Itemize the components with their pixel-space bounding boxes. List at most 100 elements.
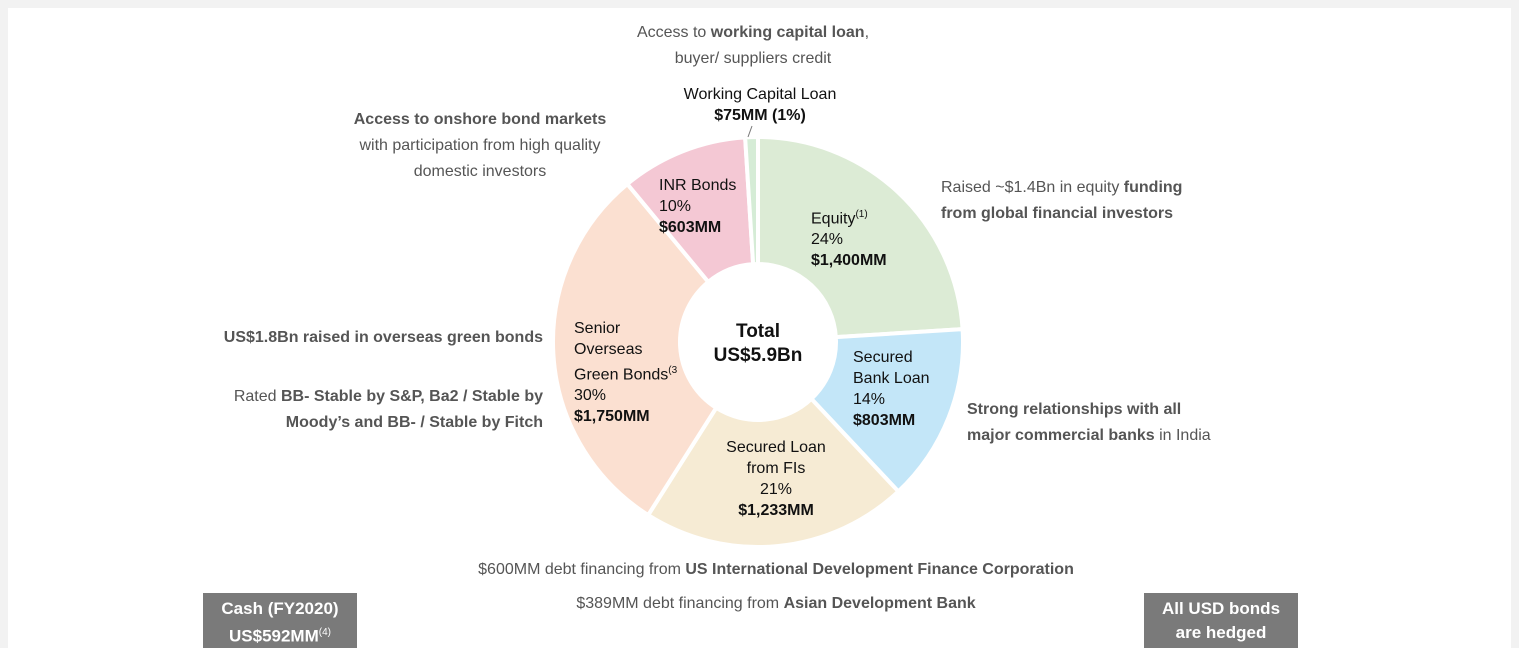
- slice-label-line: $803MM: [853, 410, 930, 431]
- slice-label-line: from FIs: [700, 458, 852, 479]
- box-text: Cash (FY2020): [221, 599, 339, 618]
- annotation-text: funding: [1123, 179, 1183, 196]
- box-text: US$592MM: [229, 626, 319, 646]
- slice-label: INR Bonds 10% $603MM: [659, 175, 736, 238]
- slice-label-line: 21%: [700, 479, 852, 500]
- label-text: 24%: [811, 231, 844, 249]
- slice-label-line: $603MM: [659, 217, 736, 238]
- annotation-line: Access to working capital loan,: [353, 20, 1153, 46]
- footnote-mark: (1): [855, 209, 868, 220]
- slice-label: Secured Bank Loan 14% $803MM: [853, 347, 930, 431]
- slice-label: Equity(1) 24% $1,400MM: [811, 204, 887, 271]
- annotation-text: working capital loan: [710, 24, 865, 41]
- box-text: are hedged: [1175, 623, 1267, 642]
- label-text: $1,750MM: [574, 408, 650, 426]
- annotation-line: Strong relationships with all: [967, 397, 1211, 423]
- center-text: Total: [736, 321, 780, 342]
- annotation-line: $600MM debt financing from US Internatio…: [376, 557, 1176, 583]
- slice-label-line: Working Capital Loan: [660, 84, 860, 105]
- label-text: Equity: [811, 210, 856, 228]
- center-line: Total: [678, 320, 838, 344]
- label-text: Green Bonds: [574, 366, 669, 384]
- label-text: from FIs: [746, 460, 806, 477]
- annotation-line: Moody’s and BB- / Stable by Fitch: [234, 410, 543, 436]
- annotation-text: US$1.8Bn raised in overseas green bonds: [223, 329, 543, 346]
- annotation-line: Raised ~$1.4Bn in equity funding: [941, 175, 1182, 201]
- label-text: $75MM (1%): [714, 107, 806, 124]
- slice-label-line: 14%: [853, 389, 930, 410]
- annotation: Strong relationships with all major comme…: [967, 397, 1211, 449]
- center-line: US$5.9Bn: [678, 344, 838, 368]
- slice-label-line: Overseas: [574, 339, 677, 360]
- annotation-text: BB- Stable by S&P, Ba2 / Stable by: [280, 388, 543, 405]
- slice: [743, 134, 760, 267]
- slice: [808, 327, 965, 495]
- label-text: Bank Loan: [853, 370, 930, 387]
- label-text: Overseas: [574, 341, 643, 358]
- slice: [645, 396, 902, 549]
- box-line: US$592MM(4): [203, 621, 357, 648]
- box-line: Cash (FY2020): [203, 597, 357, 621]
- annotation: $389MM debt financing from Asian Develop…: [376, 591, 1176, 617]
- annotation: US$1.8Bn raised in overseas green bonds: [224, 325, 543, 351]
- slice-label-line: Green Bonds(3: [574, 360, 677, 385]
- box-line: are hedged: [1144, 621, 1298, 645]
- annotation-line: $389MM debt financing from Asian Develop…: [376, 591, 1176, 617]
- annotation-text: with participation from high quality: [359, 137, 601, 154]
- slice-label-line: $1,400MM: [811, 250, 887, 271]
- box-line: All USD bonds: [1144, 597, 1298, 621]
- annotation-line: with participation from high quality: [80, 133, 880, 159]
- annotation-text: Asian Development Bank: [783, 595, 976, 612]
- annotation-text: ,: [864, 24, 870, 41]
- center-text: US$5.9Bn: [713, 345, 803, 366]
- label-text: 30%: [574, 387, 607, 405]
- slice: [756, 134, 965, 340]
- annotation-text: US International Development Finance Cor…: [685, 561, 1074, 578]
- annotation-text: Moody’s and BB- / Stable by Fitch: [285, 414, 543, 431]
- slice-label-line: $75MM (1%): [660, 105, 860, 126]
- annotation-line: major commercial banks in India: [967, 423, 1211, 449]
- annotation-text: major commercial banks: [967, 427, 1155, 444]
- annotation-line: Rated BB- Stable by S&P, Ba2 / Stable by: [234, 384, 543, 410]
- annotation-text: $389MM debt financing from: [576, 595, 784, 612]
- slice-label-line: 30%: [574, 385, 677, 406]
- label-text: Secured: [853, 349, 913, 366]
- slice-label-line: $1,750MM: [574, 406, 677, 427]
- annotation-text: in India: [1154, 427, 1211, 444]
- slice-label: Working Capital Loan $75MM (1%): [660, 84, 860, 126]
- label-text: 21%: [759, 481, 793, 498]
- annotation-text: domestic investors: [413, 163, 547, 180]
- label-text: $1,233MM: [738, 502, 814, 519]
- slice-label-line: INR Bonds: [659, 175, 736, 196]
- annotation: Raised ~$1.4Bn in equity funding from glo…: [941, 175, 1182, 227]
- annotation-text: buyer/ suppliers credit: [674, 50, 832, 67]
- annotation: $600MM debt financing from US Internatio…: [376, 557, 1176, 583]
- annotation: Rated BB- Stable by S&P, Ba2 / Stable by…: [234, 384, 543, 436]
- annotation-text: Access to onshore bond markets: [353, 111, 607, 128]
- annotation-text: Strong relationships with all: [967, 401, 1182, 418]
- annotation: Access to working capital loan, buyer/ su…: [353, 20, 1153, 72]
- annotation-line: Access to onshore bond markets: [80, 107, 880, 133]
- label-text: Secured Loan: [726, 439, 826, 456]
- annotation-line: domestic investors: [80, 159, 880, 185]
- info-box: Cash (FY2020) US$592MM(4): [203, 593, 357, 648]
- slice-label-line: Bank Loan: [853, 368, 930, 389]
- box-text: All USD bonds: [1161, 599, 1281, 618]
- annotation-text: Access to: [636, 24, 711, 41]
- label-text: INR Bonds: [659, 177, 737, 194]
- annotation-text: from global financial investors: [941, 205, 1174, 222]
- slice-label: Secured Loan from FIs 21% $1,233MM: [700, 437, 852, 521]
- leader-line: [747, 125, 753, 138]
- center-label: Total US$5.9Bn: [678, 320, 838, 368]
- annotation-line: buyer/ suppliers credit: [353, 46, 1153, 72]
- slice-label-line: $1,233MM: [700, 500, 852, 521]
- label-text: $1,400MM: [811, 252, 887, 270]
- slice: [551, 181, 719, 518]
- slice-label-line: Secured Loan: [700, 437, 852, 458]
- annotation-line: from global financial investors: [941, 201, 1182, 227]
- footnote-mark: (4): [318, 627, 331, 638]
- slice-label: Senior Overseas Green Bonds(3 30% $1,750MM: [574, 318, 677, 427]
- annotation-text: Rated: [233, 388, 281, 405]
- annotation: Access to onshore bond markets with parti…: [80, 107, 880, 185]
